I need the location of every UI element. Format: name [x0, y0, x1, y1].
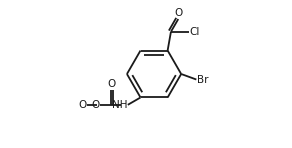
Text: Cl: Cl [189, 27, 200, 37]
Text: Br: Br [197, 74, 208, 85]
Text: NH: NH [112, 100, 127, 110]
Text: O: O [175, 8, 183, 18]
Text: O: O [108, 79, 116, 89]
Text: O: O [91, 100, 100, 110]
Text: O: O [79, 100, 87, 110]
